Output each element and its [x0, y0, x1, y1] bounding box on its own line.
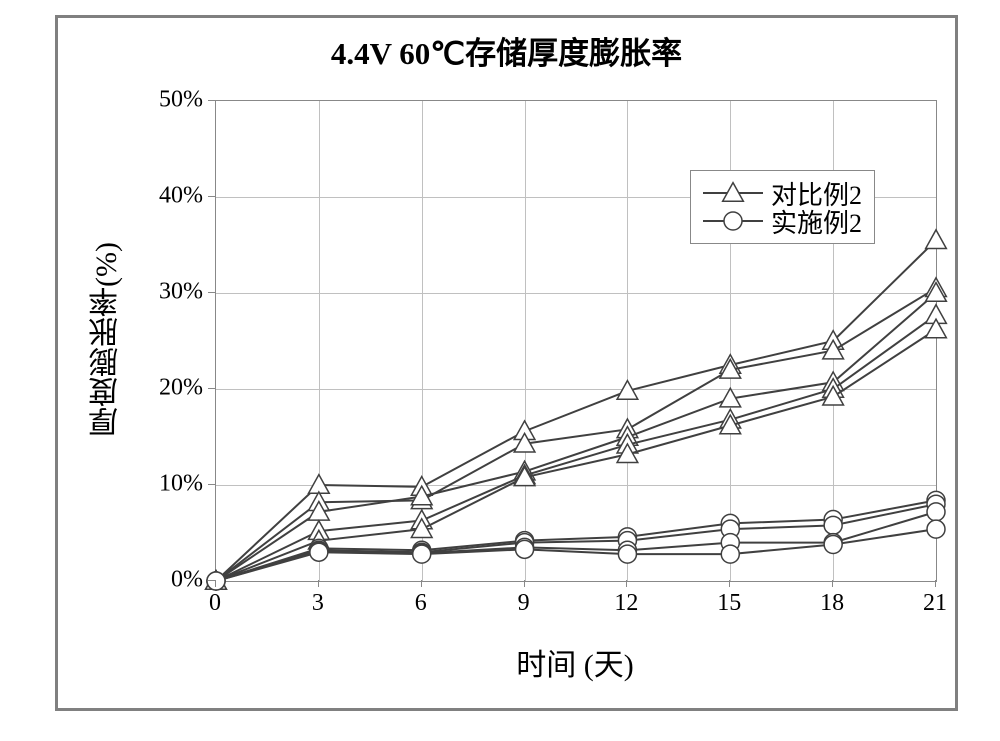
series-line [216, 529, 936, 581]
series-line [216, 329, 936, 581]
x-axis-tick [318, 580, 319, 587]
gridline-horizontal [216, 389, 936, 390]
series-line [216, 240, 936, 581]
x-axis-tick [421, 580, 422, 587]
x-tick-label: 3 [312, 590, 324, 617]
gridline-vertical [422, 101, 423, 581]
y-axis-title: 厚度膨胀率(%) [85, 100, 129, 580]
x-axis-tick [626, 580, 627, 587]
y-tick-label: 0% [135, 567, 203, 594]
series-line [216, 504, 936, 581]
gridline-vertical [627, 101, 628, 581]
y-tick-label: 20% [135, 375, 203, 402]
y-axis-tick [208, 580, 215, 581]
x-axis-tick [935, 580, 936, 587]
x-axis-tick [524, 580, 525, 587]
gridline-vertical [525, 101, 526, 581]
gridline-horizontal [216, 485, 936, 486]
x-tick-label: 0 [209, 590, 221, 617]
series-line [216, 500, 936, 581]
y-axis-tick [208, 100, 215, 101]
x-tick-label: 18 [820, 590, 844, 617]
x-axis-tick [729, 580, 730, 587]
legend-sample [703, 211, 763, 231]
series-line [216, 315, 936, 581]
x-axis-tick [215, 580, 216, 587]
series-line [216, 288, 936, 581]
x-tick-label: 9 [518, 590, 530, 617]
x-tick-label: 15 [717, 590, 741, 617]
x-tick-label: 6 [415, 590, 427, 617]
x-axis-title: 时间 (天) [215, 640, 935, 684]
y-tick-label: 10% [135, 471, 203, 498]
y-axis-tick [208, 196, 215, 197]
y-tick-label: 50% [135, 87, 203, 114]
x-tick-label: 12 [614, 590, 638, 617]
series-line [216, 293, 936, 581]
legend-item: 实施例2 [703, 207, 862, 235]
legend-label: 实施例2 [771, 203, 862, 240]
gridline-vertical [319, 101, 320, 581]
y-tick-label: 30% [135, 279, 203, 306]
y-tick-label: 40% [135, 183, 203, 210]
x-tick-label: 21 [923, 590, 947, 617]
y-axis-tick [208, 292, 215, 293]
series-line [216, 512, 936, 581]
x-axis-tick [832, 580, 833, 587]
chart-title: 4.4V 60℃存储厚度膨胀率 [55, 28, 958, 73]
legend-sample [703, 183, 763, 203]
y-axis-tick [208, 484, 215, 485]
gridline-horizontal [216, 293, 936, 294]
legend: 对比例2实施例2 [690, 170, 875, 244]
y-axis-tick [208, 388, 215, 389]
